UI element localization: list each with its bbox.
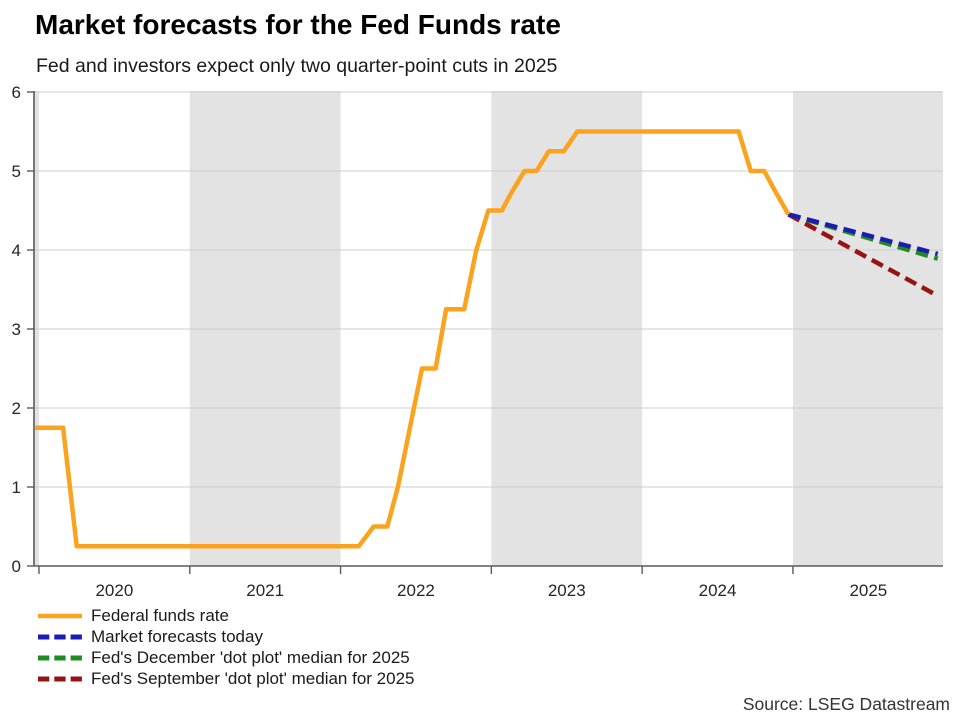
legend: Federal funds rate Market forecasts today… (37, 605, 414, 689)
source-note: Source: LSEG Datastream (742, 694, 950, 714)
x-tick-label: 2024 (699, 581, 737, 600)
legend-label: Fed's December 'dot plot' median for 202… (91, 647, 410, 667)
chart-title: Market forecasts for the Fed Funds rate (35, 9, 561, 40)
y-tick-label: 5 (12, 162, 21, 181)
legend-swatch-dashed-line (38, 676, 82, 681)
legend-item: Market forecasts today (37, 626, 414, 647)
legend-label: Fed's September 'dot plot' median for 20… (91, 668, 415, 688)
series-line-federal-funds-rate (35, 129, 791, 549)
x-tick-label: 2020 (95, 581, 133, 600)
series-line-fed-s-september-dot-plot-median-for-2025 (787, 212, 939, 298)
y-tick-label: 3 (12, 320, 21, 339)
legend-item: Fed's December 'dot plot' median for 202… (37, 647, 414, 668)
legend-label: Federal funds rate (91, 605, 229, 625)
y-tick-label: 2 (12, 399, 21, 418)
x-tick-label: 2022 (397, 581, 435, 600)
series-line-market-forecasts-today (787, 212, 939, 257)
y-tick-label: 0 (12, 557, 21, 576)
legend-label: Market forecasts today (91, 626, 263, 646)
x-tick-label: 2021 (246, 581, 284, 600)
legend-swatch-solid-line (38, 613, 82, 618)
y-tick-label: 4 (12, 241, 21, 260)
legend-swatch-dashed-line (38, 655, 82, 660)
legend-swatch-dashed-line (38, 634, 82, 639)
x-tick-label: 2023 (548, 581, 586, 600)
legend-item: Federal funds rate (37, 605, 414, 626)
legend-item: Fed's September 'dot plot' median for 20… (37, 668, 414, 689)
chart-subtitle: Fed and investors expect only two quarte… (36, 55, 558, 77)
y-tick-label: 6 (12, 83, 21, 102)
x-tick-label: 2025 (849, 581, 887, 600)
y-tick-label: 1 (12, 478, 21, 497)
